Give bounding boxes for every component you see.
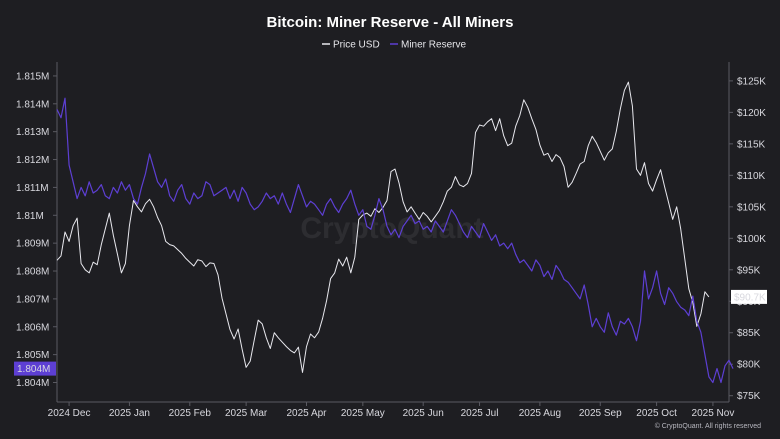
current-value-left-label: 1.804M [17,364,50,375]
x-tick-label: 2025 Jan [109,408,150,419]
left-tick-label: 1.815M [16,71,49,82]
legend: Price USD Miner Reserve [322,40,466,51]
right-tick-label: $80K [737,360,761,371]
left-tick-label: 1.807M [16,294,49,305]
current-value-right-box [731,289,767,304]
x-tick-label: 2025 May [341,408,385,419]
x-tick-label: 2025 Mar [225,408,268,419]
right-tick-label: $125K [737,76,766,87]
x-tick-label: 2025 Apr [286,408,327,419]
right-tick-label: $120K [737,108,766,119]
chart-title: Bitcoin: Miner Reserve - All Miners [266,14,513,31]
left-tick-label: 1.806M [16,322,49,333]
right-tick-label: $85K [737,328,761,339]
current-value-left-box [14,361,56,376]
x-axis-ticks: 2024 Dec 2025 Jan 2025 Feb 2025 Mar 2025 Apr… [48,402,735,419]
current-value-right-label: $90.7K [734,292,766,303]
left-tick-label: 1.812M [16,155,49,166]
right-tick-label: $95K [737,265,761,276]
watermark: CryptoQuant [300,212,483,245]
x-tick-label: 2025 Nov [692,408,735,419]
x-tick-label: 2025 Jul [461,408,499,419]
x-tick-label: 2025 Feb [169,408,212,419]
right-tick-label: $105K [737,202,766,213]
series-line-miner-reserve[interactable] [56,97,734,384]
right-tick-label: $110K [737,171,766,182]
left-axis-ticks: 1.804M 1.805M 1.806M 1.807M 1.808M 1.809M 1.81… [16,71,57,389]
x-tick-label: 2025 Oct [636,408,677,419]
series-line-price-usd[interactable] [56,81,710,373]
left-tick-label: 1.805M [16,350,49,361]
right-tick-label: $75K [737,391,761,402]
copyright-credit: © CryptoQuant. All rights reserved [655,422,761,430]
right-tick-label: $100K [737,234,766,245]
x-tick-label: 2025 Aug [519,408,561,419]
left-tick-label: 1.81M [16,211,44,222]
left-tick-label: 1.804M [16,378,49,389]
current-value-left: 1.804M [14,361,56,376]
left-tick-label: 1.808M [16,267,49,278]
x-tick-label: 2025 Jun [403,408,444,419]
left-tick-label: 1.811M [16,183,49,194]
left-tick-label: 1.809M [16,239,49,250]
left-tick-label: 1.813M [16,127,49,138]
right-tick-label: $115K [737,139,766,150]
legend-label-price[interactable]: Price USD [333,40,380,51]
legend-label-miner-reserve[interactable]: Miner Reserve [401,40,466,51]
x-tick-label: 2025 Sep [579,408,622,419]
current-value-right: $90.7K [731,289,767,304]
left-tick-label: 1.814M [16,99,49,110]
x-tick-label: 2024 Dec [48,408,91,419]
